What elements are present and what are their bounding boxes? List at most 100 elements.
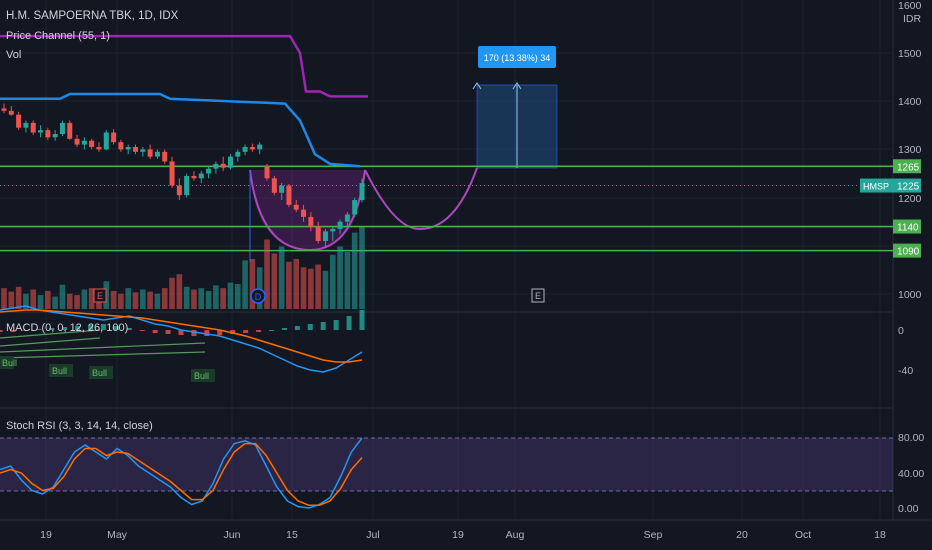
last-price-tag: 1225 [897,182,920,193]
macd-hist-bar-9 [113,326,119,330]
volume-bar-24 [176,274,183,309]
level-tag-1090: 1090 [897,247,920,258]
price-channel-upper [0,34,368,98]
volume-bar-47 [344,252,351,309]
macd-legend[interactable]: MACD (0, 0, 12, 26, 100) [6,322,129,334]
time-tick-may: May [107,529,128,541]
stoch-tick-40: 40.00 [898,468,924,480]
macd-hist-bar-24 [307,324,313,330]
candle-body-16 [118,142,124,150]
candle-body-34 [249,146,255,150]
dividend-marker-label: D [255,292,262,302]
candle-body-19 [140,149,146,152]
stoch-tick-80: 80.00 [898,432,924,444]
price-tick-1000: 1000 [898,289,922,301]
target-label: 170 (13.38%) 34 [484,53,551,63]
macd-axis[interactable]: 0 -40 [898,325,913,377]
volume-bar-3 [23,293,29,309]
macd-hist-bar-21 [269,330,274,331]
volume-bar-0 [1,288,7,309]
candle-body-9 [67,122,73,139]
volume-bar-20 [147,291,153,309]
bull-tag-3: Bull [92,368,107,378]
price-levels [0,165,893,252]
volume-bar-16 [118,293,124,309]
currency-label: IDR [903,13,922,25]
macd-hist-bar-7 [88,325,93,330]
level-tag-bg-1265 [893,159,921,174]
volume-bar-29 [213,285,219,309]
volume-bar-44 [322,270,329,309]
volume-bar-6 [45,290,51,309]
target-label-bg [478,46,556,68]
stoch-k-line [0,437,363,509]
candle-body-29 [213,163,219,169]
candle-body-47 [344,214,350,222]
candle-body-14 [103,132,109,150]
macd-tick-0: 0 [898,325,904,337]
stoch-axis[interactable]: 80.00 40.00 0.00 [898,432,924,515]
level-tag-bg-1140 [893,219,921,234]
cup-fill [250,170,365,250]
stoch-legend[interactable]: Stoch RSI (3, 3, 14, 14, close) [6,420,153,432]
macd-hist-bar-3 [36,329,42,330]
time-tick-19b: 19 [452,529,464,541]
candle-body-32 [235,151,241,157]
macd-hist-bar-28 [359,310,365,330]
volume-bar-23 [169,277,175,309]
volume-bar-32 [234,283,241,309]
volume-bar-17 [125,288,132,309]
candle-body-28 [206,168,212,174]
candle-body-3 [23,122,29,128]
candle-body-38 [279,185,285,193]
candle-body-43 [315,226,321,241]
volume-bar-11 [81,289,88,309]
macd-tick-neg40: -40 [898,365,913,377]
level-tag-1140: 1140 [897,223,919,234]
time-axis[interactable]: 19 May Jun 15 Jul 19 Aug Sep 20 Oct 18 [40,529,886,541]
volume-bar-46 [337,246,343,309]
candle-body-17 [125,146,131,150]
volume-bar-31 [227,282,234,309]
last-ticker: HMSP [863,182,889,192]
price-channel-lower [0,92,361,168]
macd-hist-bar-13 [165,330,171,334]
candle-body-25 [184,175,190,196]
candle-body-22 [162,151,168,162]
volume-bar-30 [220,288,226,309]
volume-bar-35 [256,267,263,309]
macd-hist-bar-17 [217,330,223,335]
candle-body-0 [1,108,7,111]
volume-bar-48 [351,232,358,309]
symbol-title[interactable]: H.M. SAMPOERNA TBK, 1D, IDX [6,10,179,22]
volume-bar-34 [249,258,256,309]
candle-body-42 [308,216,314,227]
earnings-marker-1[interactable]: E [93,288,107,303]
macd-histogram [0,310,365,336]
price-channel-legend[interactable]: Price Channel (55, 1) [6,30,110,42]
time-tick-19a: 19 [40,529,52,541]
candle-body-5 [38,130,44,133]
volume-bar-37 [271,253,278,309]
candle-body-6 [45,130,51,138]
volume-bar-18 [132,292,139,309]
candle-body-21 [154,151,160,157]
macd-signal-line [0,309,363,363]
candle-body-49 [359,183,365,201]
volume-legend[interactable]: Vol [6,49,22,61]
price-axis[interactable]: 1600 IDR 1500 1400 1300 1200 1000 [898,0,922,301]
time-tick-sep: Sep [644,529,663,541]
dividend-marker[interactable]: D [250,288,266,304]
macd-hist-bar-5 [62,327,68,330]
time-tick-15: 15 [286,529,298,541]
volume-bar-45 [329,254,336,309]
earnings-marker-2[interactable]: E [531,288,545,303]
earnings-marker-2-label: E [535,291,541,301]
candle-body-12 [89,140,95,147]
candle-body-7 [52,133,58,138]
volume-bar-15 [110,290,117,309]
candle-body-31 [227,156,233,168]
volume-bar-8 [59,284,66,309]
bull-tag-4: Bull [194,371,209,381]
